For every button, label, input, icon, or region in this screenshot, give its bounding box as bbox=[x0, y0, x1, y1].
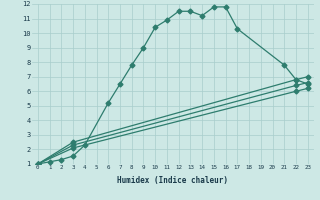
X-axis label: Humidex (Indice chaleur): Humidex (Indice chaleur) bbox=[117, 176, 228, 185]
